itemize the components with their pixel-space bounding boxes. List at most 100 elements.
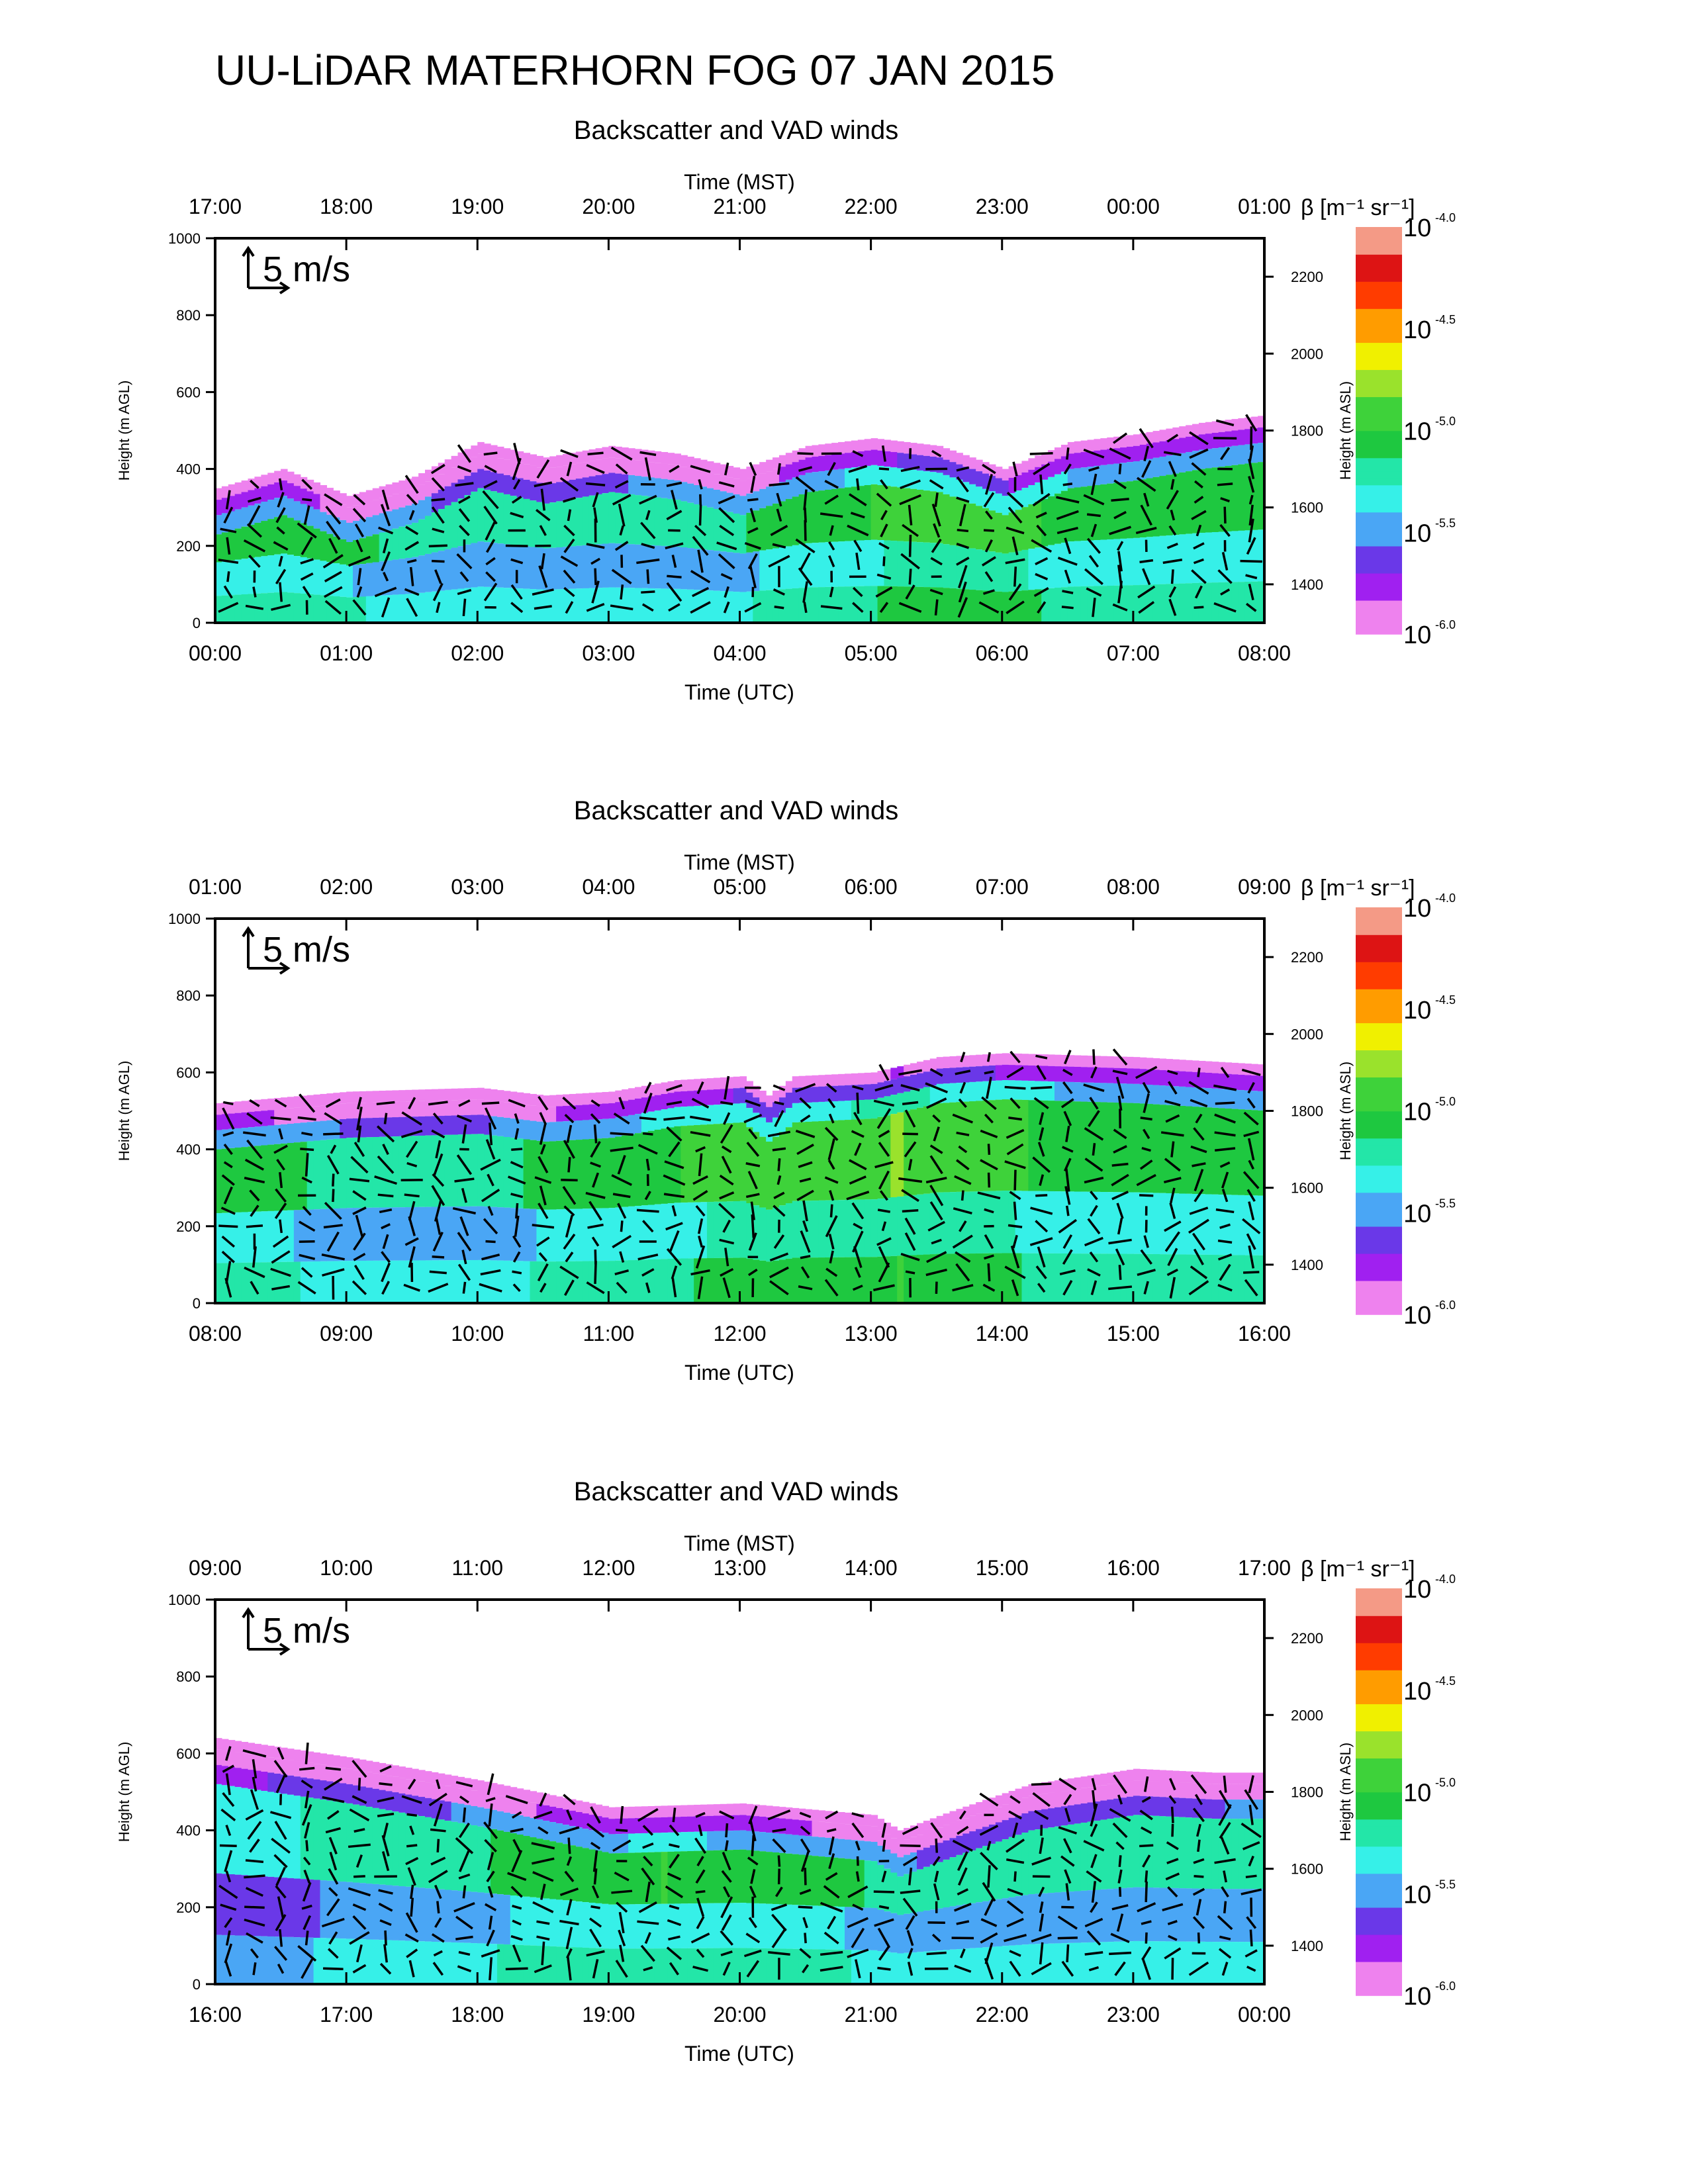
wind-arrow <box>485 571 496 582</box>
wind-arrow <box>382 1234 389 1250</box>
wind-arrow <box>510 602 524 614</box>
wind-arrow <box>485 539 496 553</box>
wind-arrow <box>828 1234 835 1250</box>
wind-arrow <box>723 601 730 614</box>
wind-arrow <box>593 507 598 523</box>
wind-arrow <box>408 1960 415 1978</box>
wind-arrow <box>1117 1218 1123 1235</box>
wind-arrow <box>328 1837 338 1855</box>
wind-arrow <box>1009 1795 1021 1804</box>
wind-arrow <box>1221 1886 1229 1897</box>
wind-arrow <box>800 1850 810 1872</box>
wind-arrow <box>614 1871 630 1882</box>
wind-arrow <box>1248 518 1254 543</box>
wind-arrow <box>356 1107 363 1131</box>
wind-arrow <box>958 565 968 588</box>
wind-arrow <box>955 1069 971 1075</box>
x-tick-label: 22:00 <box>976 2003 1029 2026</box>
wind-arrow <box>1244 1279 1258 1297</box>
wind-arrow <box>1116 1913 1124 1932</box>
wind-arrow <box>322 1796 345 1803</box>
colorbar-tick-base: 10 <box>1403 418 1431 446</box>
wind-arrow <box>1058 1218 1077 1234</box>
wind-arrow <box>1065 1168 1070 1192</box>
wind-arrow <box>431 477 445 492</box>
wind-arrow <box>825 1083 837 1093</box>
wind-arrow <box>563 1233 576 1250</box>
wind-arrow <box>1116 541 1124 551</box>
wind-arrow <box>540 488 545 511</box>
wind-arrow <box>321 1253 345 1261</box>
colorbar-tick-exp: -5.0 <box>1435 1095 1456 1109</box>
wind-arrow <box>645 1158 650 1171</box>
wind-arrow <box>1245 574 1258 580</box>
scale-arrow-label: 5 m/s <box>263 1611 350 1651</box>
wind-arrow <box>1197 1068 1201 1077</box>
wind-arrow <box>224 1850 233 1872</box>
wind-arrow <box>1011 536 1019 556</box>
wind-arrow <box>1143 492 1150 507</box>
wind-arrow <box>1192 1888 1205 1896</box>
wind-arrow <box>935 1839 939 1853</box>
wind-arrow <box>900 1252 920 1261</box>
wind-arrow <box>775 1886 783 1897</box>
wind-arrow <box>745 1162 761 1167</box>
wind-arrow <box>1036 524 1047 537</box>
wind-arrow <box>223 1186 233 1205</box>
wind-arrow <box>303 1856 311 1866</box>
wind-arrow <box>957 597 968 618</box>
wind-arrow <box>926 1097 947 1109</box>
wind-arrow <box>669 1962 679 1976</box>
wind-arrow <box>663 1116 685 1121</box>
wind-arrow <box>534 1810 553 1819</box>
wind-arrow <box>382 1144 389 1156</box>
wind-arrow <box>487 1852 494 1870</box>
wind-arrow <box>802 1200 808 1222</box>
wind-arrow <box>698 504 702 526</box>
wind-arrow <box>1031 539 1053 553</box>
wind-arrow <box>852 586 863 598</box>
x-tick-label: 00:00 <box>1238 2003 1291 2026</box>
wind-arrow <box>612 1234 632 1249</box>
wind-arrow <box>1029 452 1053 455</box>
wind-arrow <box>1108 1238 1132 1245</box>
wind-arrow <box>1009 1950 1021 1957</box>
wind-arrow <box>1242 1841 1260 1850</box>
wind-arrow <box>646 569 650 584</box>
wind-arrow <box>431 506 445 524</box>
wind-arrow <box>958 1098 967 1109</box>
wind-arrow <box>1112 1822 1128 1839</box>
wind-arrow <box>1004 1160 1026 1169</box>
wind-arrow <box>960 1052 966 1063</box>
colorbar-tick-exp: -4.5 <box>1435 1674 1456 1688</box>
wind-arrow <box>1091 1881 1097 1903</box>
wind-arrow <box>1190 1265 1208 1279</box>
wind-arrow <box>1223 1870 1227 1883</box>
colorbar-label: β [m⁻¹ sr⁻¹] <box>1301 195 1415 220</box>
wind-arrow <box>406 494 418 506</box>
wind-arrow <box>827 1915 837 1930</box>
wind-arrow <box>536 1236 550 1247</box>
wind-arrow <box>930 1822 943 1839</box>
wind-arrow <box>1086 537 1101 554</box>
wind-arrow <box>853 539 863 553</box>
wind-arrow <box>534 481 553 488</box>
wind-arrow <box>279 1171 283 1189</box>
wind-arrow <box>1192 1162 1206 1167</box>
wind-arrow <box>1090 523 1098 537</box>
wind-arrow <box>1062 1249 1073 1265</box>
wind-arrow <box>348 555 371 567</box>
wind-arrow <box>1035 557 1049 566</box>
wind-arrow <box>354 523 365 537</box>
wind-arrow <box>590 1841 601 1850</box>
wind-arrow <box>930 557 943 566</box>
wind-arrow <box>668 1935 680 1941</box>
wind-arrow <box>462 1807 467 1823</box>
wind-arrow <box>429 1270 447 1275</box>
wind-arrow <box>957 1825 969 1835</box>
wind-arrow <box>276 526 285 535</box>
wind-arrow <box>225 1825 232 1837</box>
wind-arrow <box>1171 1823 1174 1837</box>
wind-arrow <box>220 1903 237 1911</box>
wind-arrow <box>874 1161 894 1169</box>
